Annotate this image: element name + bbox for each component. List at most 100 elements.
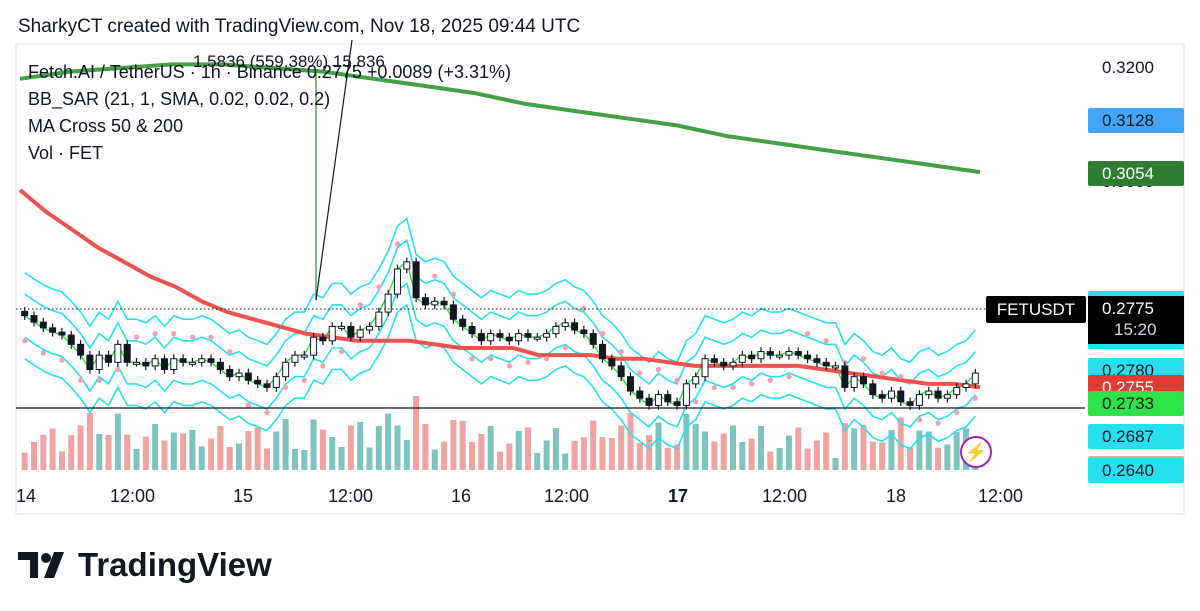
volume-bar <box>142 436 149 470</box>
volume-bar <box>851 428 858 470</box>
volume-bar <box>953 432 960 470</box>
volume-bar <box>888 430 895 470</box>
volume-bar <box>730 425 737 470</box>
sar-dot <box>749 381 755 387</box>
sar-dot <box>674 377 680 383</box>
candle-body <box>300 354 308 358</box>
candle-body <box>571 322 579 331</box>
candle-body <box>291 354 299 363</box>
candle-body <box>505 336 513 342</box>
candle-body <box>105 354 113 363</box>
volume-bar <box>180 433 187 470</box>
volume-bar <box>375 426 382 470</box>
volume-bar <box>702 431 709 470</box>
volume-bar <box>263 448 270 470</box>
volume-bar <box>385 413 392 470</box>
volume-bar <box>683 414 690 470</box>
volume-bar <box>273 431 280 470</box>
candle-body <box>216 361 224 371</box>
sar-dot <box>59 357 65 363</box>
candle-body <box>263 383 271 388</box>
volume-bar <box>422 424 429 470</box>
candle-body <box>123 343 131 363</box>
moving-averages <box>18 62 981 390</box>
candle-body <box>804 354 812 360</box>
last-price-tag: 0.2775 15:20 <box>1088 296 1184 344</box>
sar-dot <box>376 284 382 290</box>
candle-body <box>766 351 774 356</box>
volume-bar <box>226 447 233 470</box>
volume-bar <box>282 419 289 470</box>
candle-body <box>645 397 653 406</box>
x-tick-label: 12:00 <box>328 486 374 506</box>
bollinger-band-line <box>24 217 976 364</box>
volume-bar <box>357 422 364 470</box>
legend-symbol-row[interactable]: Fetch.AI / TetherUS · 1h · Binance 0.277… <box>28 62 511 83</box>
chart-frame <box>15 43 1185 515</box>
candle-body <box>738 354 746 363</box>
candle-body <box>515 333 523 342</box>
candle-body <box>207 358 215 363</box>
brand-name: TradingView <box>78 546 272 583</box>
candle-body <box>338 325 346 329</box>
volume-bar <box>236 443 243 470</box>
tradingview-logo[interactable]: TradingView <box>18 546 272 584</box>
candle-body <box>524 333 532 338</box>
candle-body <box>654 394 662 406</box>
volume-bar <box>711 441 718 470</box>
candle-body <box>673 401 681 406</box>
candle-body <box>626 376 634 392</box>
volume-bar <box>459 421 466 470</box>
sar-dot <box>40 350 46 356</box>
legend-price-change: 0.2775 +0.0089 (+3.31%) <box>306 62 511 82</box>
y-tick-label: 0.3200 <box>1102 58 1154 77</box>
volume-bar <box>515 431 522 470</box>
lightning-icon[interactable]: ⚡ <box>960 436 992 468</box>
x-tick-label: 14 <box>16 486 37 506</box>
sar-dot <box>133 334 140 340</box>
volume-bar <box>254 427 261 470</box>
candle-body <box>393 268 401 295</box>
volume-bar <box>77 425 84 470</box>
candle-body <box>878 394 886 399</box>
candle-body <box>664 394 672 403</box>
legend-indicator-volume[interactable]: Vol · FET <box>28 143 104 163</box>
sar-dot <box>972 395 978 401</box>
x-tick-label: 12:00 <box>978 486 1024 506</box>
volume-bar <box>571 441 578 470</box>
candle-body <box>282 361 290 378</box>
sar-dot <box>767 377 773 383</box>
sar-dot <box>245 402 251 408</box>
candle-body <box>869 383 877 396</box>
volume-bar <box>329 437 336 470</box>
candle-body <box>776 354 784 358</box>
sar-dot <box>488 356 494 362</box>
sar-dot <box>338 348 345 355</box>
volume-bar <box>748 438 755 470</box>
candle-body <box>589 333 597 345</box>
price-tag: 0.3054 <box>1088 160 1184 186</box>
candle-body <box>477 333 485 342</box>
candle-body <box>375 311 383 327</box>
legend-indicator-bbsar[interactable]: BB_SAR (21, 1, SMA, 0.02, 0.02, 0.2) <box>28 89 331 109</box>
volume-bar <box>757 426 764 470</box>
volume-bar <box>916 430 923 470</box>
volume-bar <box>49 428 56 470</box>
symbol-tag: FETUSDT <box>986 296 1086 323</box>
candle-body <box>244 372 252 381</box>
candle-body <box>822 361 830 367</box>
candle-body <box>366 325 374 331</box>
legend-indicator-ma-cross[interactable]: MA Cross 50 & 200 <box>28 116 184 136</box>
volume-bar <box>170 432 177 470</box>
volume-bar <box>21 452 28 470</box>
volume-bar <box>30 441 37 470</box>
candle-body <box>897 390 905 403</box>
volume-bar <box>291 449 298 470</box>
candle-body <box>403 261 411 270</box>
volume-bar <box>655 422 662 470</box>
volume-bar <box>739 442 746 470</box>
volume-bar <box>860 425 867 470</box>
volume-bar <box>105 435 112 470</box>
candle-body <box>86 354 94 370</box>
volume-bar <box>580 437 587 470</box>
